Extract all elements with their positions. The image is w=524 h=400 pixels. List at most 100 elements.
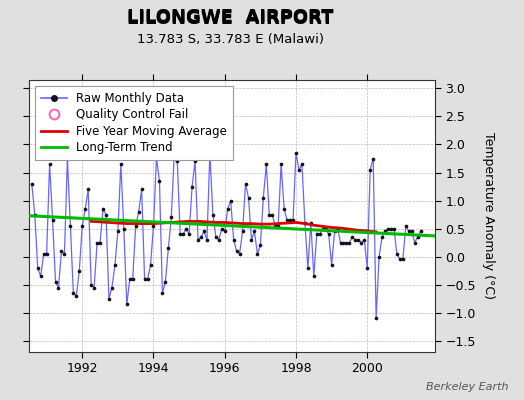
Point xyxy=(313,231,321,238)
Point xyxy=(69,290,78,296)
Point xyxy=(128,276,137,282)
Point xyxy=(333,226,342,232)
Point xyxy=(140,276,149,282)
Point xyxy=(372,315,380,322)
Point xyxy=(42,251,51,257)
Point xyxy=(102,211,110,218)
Text: Berkeley Earth: Berkeley Earth xyxy=(426,382,508,392)
Point xyxy=(37,273,45,280)
Point xyxy=(226,197,235,204)
Point xyxy=(119,226,128,232)
Point xyxy=(339,240,347,246)
Point xyxy=(363,265,372,271)
Point xyxy=(375,254,383,260)
Point xyxy=(108,284,116,291)
Point xyxy=(271,223,279,229)
Point xyxy=(345,240,354,246)
Point xyxy=(117,161,125,167)
Point xyxy=(262,161,270,167)
Point xyxy=(319,226,327,232)
Point xyxy=(268,211,277,218)
Point xyxy=(413,234,422,240)
Point xyxy=(253,251,261,257)
Point xyxy=(230,237,238,243)
Point xyxy=(93,240,101,246)
Point xyxy=(158,290,167,296)
Point xyxy=(250,228,259,235)
Point xyxy=(30,211,39,218)
Point xyxy=(224,206,232,212)
Point xyxy=(357,240,365,246)
Point xyxy=(39,251,48,257)
Point xyxy=(283,217,291,224)
Point xyxy=(360,237,368,243)
Point xyxy=(63,155,72,162)
Point xyxy=(324,231,333,238)
Point xyxy=(123,301,131,308)
Point xyxy=(78,223,86,229)
Point xyxy=(417,228,425,235)
Point xyxy=(167,214,176,221)
Point xyxy=(200,228,208,235)
Point xyxy=(384,226,392,232)
Point xyxy=(217,226,226,232)
Point xyxy=(336,240,345,246)
Point xyxy=(146,262,155,268)
Point xyxy=(321,226,330,232)
Point xyxy=(96,240,104,246)
Point xyxy=(315,231,324,238)
Point xyxy=(161,279,170,285)
Point xyxy=(295,166,303,173)
Point xyxy=(354,237,363,243)
Point xyxy=(99,206,107,212)
Y-axis label: Temperature Anomaly (°C): Temperature Anomaly (°C) xyxy=(482,132,495,300)
Point xyxy=(179,231,188,238)
Point xyxy=(203,237,211,243)
Point xyxy=(277,161,286,167)
Point xyxy=(57,248,66,254)
Point xyxy=(51,279,60,285)
Point xyxy=(274,223,282,229)
Point xyxy=(182,226,190,232)
Point xyxy=(387,226,395,232)
Point xyxy=(188,183,196,190)
Point xyxy=(132,223,140,229)
Point xyxy=(328,262,336,268)
Point xyxy=(144,276,152,282)
Point xyxy=(238,228,247,235)
Point xyxy=(34,265,42,271)
Point xyxy=(54,284,63,291)
Point xyxy=(242,180,250,187)
Point xyxy=(185,231,193,238)
Point xyxy=(307,220,315,226)
Point xyxy=(66,223,74,229)
Point xyxy=(87,282,95,288)
Point xyxy=(221,228,229,235)
Point xyxy=(206,150,214,156)
Point xyxy=(401,223,410,229)
Point xyxy=(111,262,119,268)
Point xyxy=(280,206,288,212)
Point xyxy=(392,251,401,257)
Point xyxy=(410,240,419,246)
Point xyxy=(342,240,351,246)
Point xyxy=(197,234,205,240)
Point xyxy=(405,228,413,235)
Point xyxy=(378,234,386,240)
Point xyxy=(60,251,69,257)
Point xyxy=(28,180,36,187)
Point xyxy=(292,150,300,156)
Point xyxy=(137,186,146,192)
Point xyxy=(298,161,306,167)
Point xyxy=(170,150,179,156)
Point xyxy=(152,155,161,162)
Point xyxy=(194,237,202,243)
Point xyxy=(48,217,57,224)
Point xyxy=(155,178,163,184)
Point xyxy=(176,231,184,238)
Point xyxy=(259,194,268,201)
Text: LILONGWE  AIRPORT: LILONGWE AIRPORT xyxy=(127,8,334,26)
Point xyxy=(235,251,244,257)
Point xyxy=(114,228,122,235)
Point xyxy=(348,234,356,240)
